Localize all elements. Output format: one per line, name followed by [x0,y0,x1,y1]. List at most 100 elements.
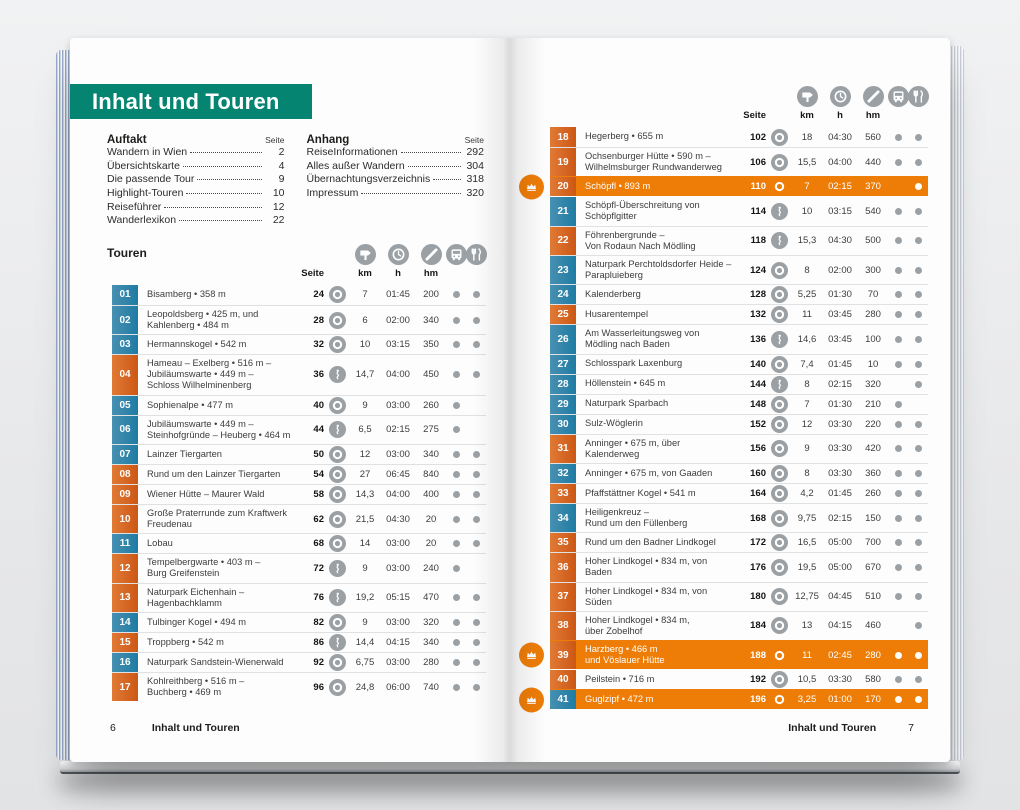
tour-row-21: 21 Schöpfl-Überschreitung von Schöpflgit… [550,196,928,226]
highlight-crown-icon [519,174,544,200]
h-column-label: h [395,267,401,279]
toc-item-label: Impressum [306,186,359,199]
toc-leader-dots [197,179,262,181]
tour-page-number: 36 [313,369,324,381]
bus-available-dot [894,291,902,299]
bus-available-dot [894,335,902,343]
tour-page-number: 106 [750,156,766,168]
tour-distance-km: 24,8 [355,681,375,693]
restaurant-available-dot [472,658,480,666]
tour-duration-h: 04:00 [386,488,410,500]
bus-available-dot [452,564,460,572]
tour-duration-h: 06:00 [386,681,410,693]
difficulty-easy-ring-icon [324,535,350,553]
tour-number-badge: 08 [112,464,138,484]
difficulty-easy-ring-icon [766,647,792,664]
tour-elevation-hm: 260 [423,399,439,411]
tour-number-badge: 18 [550,127,576,147]
bus-available-dot [894,563,902,571]
restaurant-available-dot [914,651,922,659]
tour-row-32: 32 Anninger • 675 m, von Gaaden 160 8 03… [550,462,928,483]
tour-number-badge: 35 [550,533,576,553]
tour-title: Anninger • 675 m, über Kalenderweg [585,437,681,459]
difficulty-moderate-scurve-icon [324,559,350,577]
tour-distance-km: 14 [359,538,371,550]
tour-title: Ochsenburger Hütte • 590 m – Wilhelmsbur… [585,151,722,173]
tour-duration-h: 04:30 [828,131,852,143]
tour-duration-h: 01:00 [828,694,852,706]
bus-available-dot [894,696,902,704]
toc-item: Reiseführer 12 [107,201,285,215]
toc-leader-dots [179,220,262,222]
tour-distance-km: 6,75 [355,656,375,668]
bus-icon [887,86,909,107]
tour-page-number: 156 [750,443,766,455]
tour-elevation-hm: 450 [423,369,439,381]
tour-duration-h: 03:00 [386,656,410,668]
tour-distance-km: 10,5 [797,674,817,686]
book-page-edges-right [948,46,964,760]
restaurant-icon [465,243,487,265]
tour-page-number: 172 [750,537,766,549]
tour-elevation-hm: 320 [865,378,881,390]
bus-available-dot [894,133,902,141]
tour-duration-h: 02:45 [828,649,852,661]
toc-item-label: Wanderlexikon [107,214,177,227]
elevation-icon [862,86,884,107]
tour-row-17: 17 Kohlreithberg • 516 m – Buchberg • 46… [112,671,486,702]
difficulty-easy-ring-icon [324,653,350,671]
bus-available-dot [894,651,902,659]
toc-item: Alles außer Wandern 304 [307,160,485,174]
toc-leader-dots [400,152,461,153]
toc-item: Impressum 320 [307,187,485,201]
seite-column-label: Seite [743,110,766,121]
toc-item-page: 304 [466,159,484,172]
tour-elevation-hm: 340 [423,448,439,460]
tour-elevation-hm: 370 [865,181,881,193]
tour-row-11: 11 Lobau 68 14 03:00 20 [112,533,486,554]
restaurant-available-dot [472,470,480,478]
toc-item: Die passende Tour 9 [107,173,285,187]
toc-leader-dots [407,165,461,167]
tour-elevation-hm: 400 [423,488,439,500]
tour-distance-km: 14,4 [355,636,375,648]
restaurant-available-dot [914,311,922,319]
tour-title: Rund um den Lainzer Tiergarten [147,468,281,479]
tour-distance-km: 9 [804,443,810,455]
tour-number-badge: 09 [112,484,138,504]
bus-available-dot [894,420,902,428]
restaurant-available-dot [914,133,922,141]
tour-number-badge: 10 [112,504,138,534]
tour-duration-h: 01:45 [828,487,852,499]
difficulty-easy-ring-icon [324,510,350,528]
difficulty-easy-ring-icon [766,261,792,279]
tour-duration-h: 02:00 [828,264,852,276]
tour-title: Harzberg • 466 m und Vöslauer Hütte [585,644,665,666]
difficulty-easy-ring-icon [766,286,792,304]
tour-number-badge: 07 [112,444,138,464]
restaurant-available-dot [914,207,922,215]
tour-elevation-hm: 420 [865,443,881,455]
tour-row-20: 20 Schöpfl • 893 m 110 7 02:15 370 [519,174,928,200]
tour-title: Föhrenbergrunde – Von Rodaun Nach Mödlin… [585,229,696,251]
tour-page-number: 114 [750,205,766,217]
anhang-title: Anhang [306,134,350,146]
restaurant-available-dot [472,515,480,523]
tour-page-number: 132 [750,309,766,321]
tour-number-badge: 29 [550,394,576,414]
h-column-label: h [837,110,843,121]
tour-duration-h: 03:00 [386,538,410,550]
tour-distance-km: 9 [362,616,368,628]
tour-distance-km: 19,5 [797,561,817,573]
toc-item-page: 22 [272,214,285,227]
tour-elevation-hm: 340 [423,636,439,648]
tour-title: Naturpark Sparbach [585,398,669,409]
seite-label: Seite [464,135,484,145]
tour-number-badge: 16 [112,652,138,672]
footer-page-number: 7 [908,722,914,734]
toc-item-label: ReiseInformationen [306,146,398,158]
restaurant-available-dot [914,539,922,547]
tour-elevation-hm: 280 [865,649,881,661]
tour-row-19: 19 Ochsenburger Hütte • 590 m – Wilhelms… [550,147,928,177]
tour-title: Hermannskogel • 542 m [147,339,247,350]
